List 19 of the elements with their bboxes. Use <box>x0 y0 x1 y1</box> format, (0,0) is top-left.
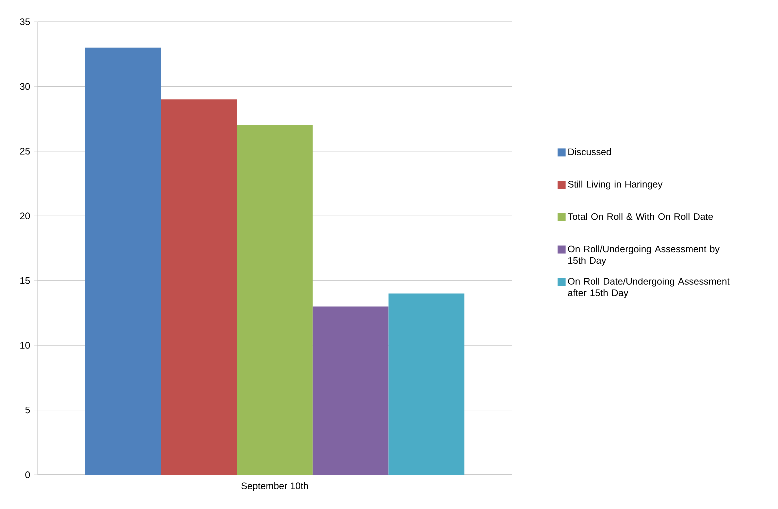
legend-label: On Roll Date/Undergoing Assessment after 15th Day <box>568 278 730 298</box>
y-tick-label: 20 <box>20 212 30 220</box>
legend-label: Discussed <box>568 148 612 156</box>
y-tick-label: 30 <box>20 83 30 90</box>
bar <box>312 306 389 475</box>
bar <box>388 294 465 475</box>
legend-label: Still Living in Haringey <box>568 180 663 190</box>
y-tick-label: 10 <box>20 342 30 349</box>
legend-label: On Roll/Undergoing Assessment by 15th Day <box>568 246 720 266</box>
y-tick-label: 0 <box>26 472 30 478</box>
x-tick-label: September 10th <box>242 482 308 492</box>
y-tick-label: 15 <box>20 278 30 284</box>
legend-label: Total On Roll & With On Roll Date <box>568 213 714 220</box>
y-tick-label: 5 <box>26 406 30 414</box>
bar <box>237 126 313 475</box>
bar <box>161 100 238 475</box>
y-tick-label: 35 <box>20 18 30 26</box>
y-tick-label: 25 <box>20 148 30 155</box>
bar <box>85 48 162 475</box>
